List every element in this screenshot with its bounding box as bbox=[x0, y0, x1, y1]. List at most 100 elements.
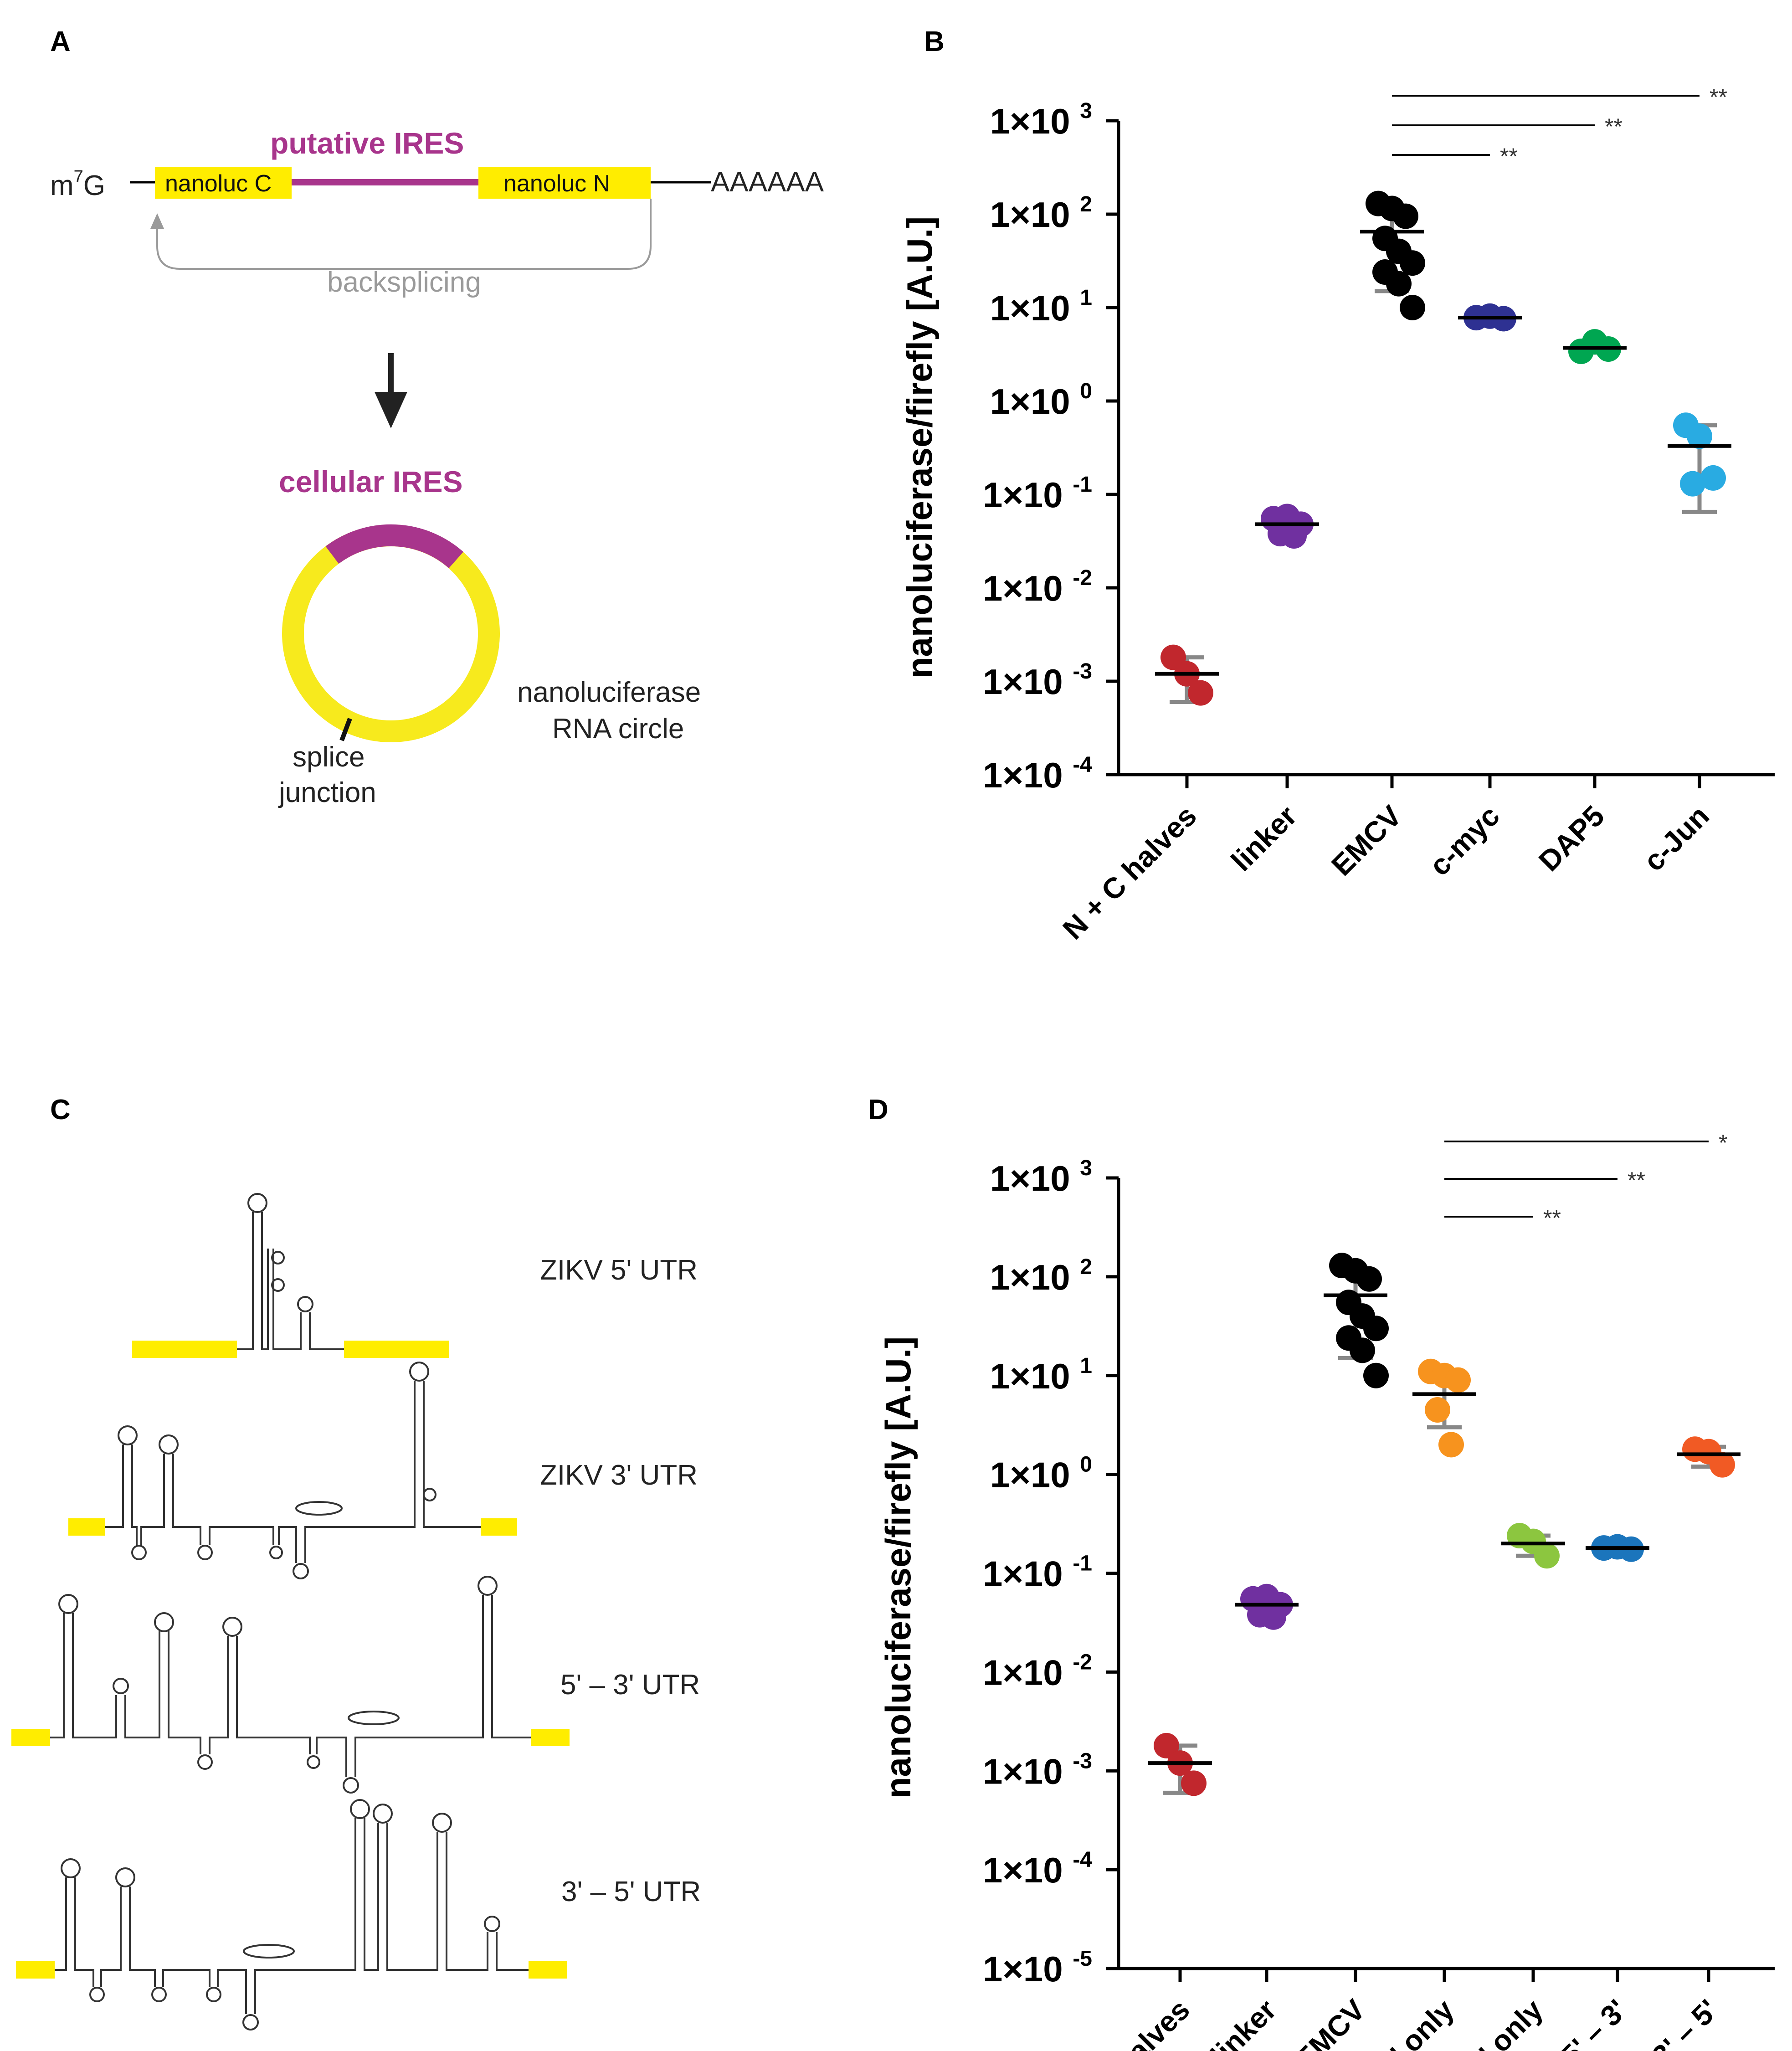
panel-c-diagram: ZIKV 5' UTR ZIKV 3' UTR bbox=[11, 1193, 701, 2030]
significance-label: ** bbox=[1500, 144, 1518, 169]
y-tick-label: 1×10 0 bbox=[990, 1453, 1092, 1495]
panel-label-c: C bbox=[50, 1094, 71, 1126]
cellular-ires-label: cellular IRES bbox=[279, 465, 463, 499]
data-point bbox=[1363, 1362, 1389, 1388]
y-tick-label: 1×10 0 bbox=[990, 379, 1092, 422]
data-point bbox=[1438, 1432, 1464, 1458]
circle-ires-arc bbox=[325, 524, 463, 569]
data-point bbox=[1425, 1397, 1450, 1423]
significance-label: ** bbox=[1710, 84, 1727, 110]
junction-label: junction bbox=[278, 777, 376, 808]
utr-label-1: ZIKV 5' UTR bbox=[540, 1254, 698, 1286]
data-point bbox=[1687, 423, 1712, 449]
y-tick-label: 1×10 -2 bbox=[983, 1650, 1092, 1692]
splice-label: splice bbox=[293, 741, 365, 773]
utr-flank-left bbox=[132, 1341, 237, 1358]
y-tick-label: 1×10 -5 bbox=[983, 1947, 1092, 1989]
circle-label-2: RNA circle bbox=[552, 713, 684, 745]
data-point bbox=[1534, 1543, 1560, 1569]
chart-panel-d: 1×10 3 1×10 2 1×10 1 1×10 0 1×10 -1 1×10 -2 1×… bbox=[878, 1130, 1775, 2051]
panel-label-b: B bbox=[924, 26, 945, 57]
utr-flank-right bbox=[531, 1729, 570, 1746]
utr-flank-right bbox=[344, 1341, 449, 1358]
zikv-3utr-structure bbox=[68, 1362, 517, 1579]
chart-panel-b: 1×10 3 1×10 2 1×10 1 1×10 0 1×10 -1 1×10 -2 1×… bbox=[899, 84, 1775, 946]
panel-a-diagram: m7G nanoluc C putative IRES nanoluc N AA… bbox=[50, 126, 824, 808]
category-label: N + C halves bbox=[1057, 799, 1203, 946]
y-tick-label: 1×10 -3 bbox=[983, 659, 1092, 702]
data-point bbox=[1356, 1266, 1382, 1292]
data-point bbox=[1350, 1337, 1375, 1363]
data-point bbox=[1154, 1732, 1179, 1758]
y-tick-label: 1×10 -3 bbox=[983, 1749, 1092, 1791]
data-point bbox=[1261, 1604, 1286, 1630]
data-point bbox=[1445, 1367, 1471, 1393]
y-tick-label: 1×10 1 bbox=[990, 1354, 1092, 1396]
data-point bbox=[1393, 203, 1418, 229]
y-axis-title: nanoluciferase/firefly [A.U.] bbox=[878, 1336, 918, 1799]
data-point bbox=[1181, 1770, 1207, 1796]
backsplice-arrowhead bbox=[150, 213, 164, 229]
category-label: EMCV bbox=[1325, 799, 1408, 882]
putative-ires-label: putative IRES bbox=[270, 126, 464, 160]
splice-junction-mark bbox=[339, 718, 352, 741]
panel-label-a: A bbox=[50, 26, 71, 57]
y-tick-label: 1×10 -4 bbox=[983, 753, 1092, 795]
category-label: EMCV bbox=[1289, 1993, 1371, 2051]
category-label: N + C halves bbox=[1050, 1993, 1196, 2051]
polya-label: AAAAAA bbox=[711, 166, 824, 198]
category-label: 3' – 5' bbox=[1646, 1993, 1725, 2051]
down-arrow-head bbox=[375, 392, 407, 428]
category-label: linker bbox=[1225, 799, 1303, 878]
significance-label: ** bbox=[1605, 114, 1623, 139]
category-label: 5' only bbox=[1372, 1993, 1460, 2051]
category-label: DAP5 bbox=[1532, 799, 1611, 878]
circle-label-1: nanoluciferase bbox=[517, 677, 701, 708]
category-label: 3' only bbox=[1461, 1993, 1549, 2051]
data-point bbox=[1281, 523, 1307, 549]
y-tick-label: 1×10 -2 bbox=[983, 566, 1092, 608]
y-axis-title: nanoluciferase/firefly [A.U.] bbox=[899, 216, 940, 679]
utr-5-3-structure bbox=[11, 1576, 570, 1794]
utr-flank-right bbox=[481, 1518, 517, 1536]
data-point bbox=[1680, 471, 1705, 497]
panel-label-d: D bbox=[868, 1094, 888, 1126]
category-label: c-myc bbox=[1423, 799, 1506, 882]
data-point bbox=[1188, 680, 1213, 706]
significance-label: * bbox=[1719, 1130, 1727, 1156]
significance-label: ** bbox=[1628, 1167, 1645, 1193]
data-point bbox=[1710, 1452, 1735, 1478]
y-tick-label: 1×10 -1 bbox=[983, 473, 1092, 515]
utr-label-2: ZIKV 3' UTR bbox=[540, 1460, 698, 1491]
y-tick-label: 1×10 -1 bbox=[983, 1552, 1092, 1594]
data-point bbox=[1386, 271, 1412, 297]
utr-label-4: 3' – 5' UTR bbox=[561, 1876, 701, 1907]
nanoluc-c-box bbox=[155, 167, 292, 199]
data-point bbox=[1700, 465, 1726, 491]
nanoluc-n-label: nanoluc N bbox=[503, 170, 610, 197]
y-tick-label: 1×10 2 bbox=[990, 1255, 1092, 1297]
utr-label-3: 5' – 3' UTR bbox=[560, 1669, 700, 1701]
rna-circle bbox=[282, 524, 500, 742]
category-label: linker bbox=[1204, 1993, 1283, 2051]
y-tick-label: 1×10 3 bbox=[990, 99, 1092, 141]
utr-3-5-structure bbox=[16, 1799, 567, 2030]
utr-flank-left bbox=[68, 1518, 105, 1536]
utr-flank-right bbox=[529, 1961, 567, 1979]
nanoluc-n-box bbox=[478, 167, 651, 199]
backsplice-arrow bbox=[156, 199, 652, 270]
utr-flank-left bbox=[11, 1729, 50, 1746]
category-label: 5' – 3' bbox=[1555, 1993, 1633, 2051]
cap-label: m7G bbox=[50, 167, 105, 201]
y-tick-label: 1×10 2 bbox=[990, 192, 1092, 235]
category-label: c-Jun bbox=[1637, 799, 1715, 878]
y-tick-label: 1×10 -4 bbox=[983, 1848, 1092, 1890]
utr-flank-left bbox=[16, 1961, 55, 1979]
data-point bbox=[1363, 1316, 1389, 1342]
y-tick-label: 1×10 1 bbox=[990, 286, 1092, 328]
data-point bbox=[1400, 250, 1425, 276]
backsplicing-label: backsplicing bbox=[327, 267, 481, 298]
zikv-5utr-structure bbox=[132, 1193, 449, 1358]
nanoluc-c-label: nanoluc C bbox=[165, 170, 272, 197]
